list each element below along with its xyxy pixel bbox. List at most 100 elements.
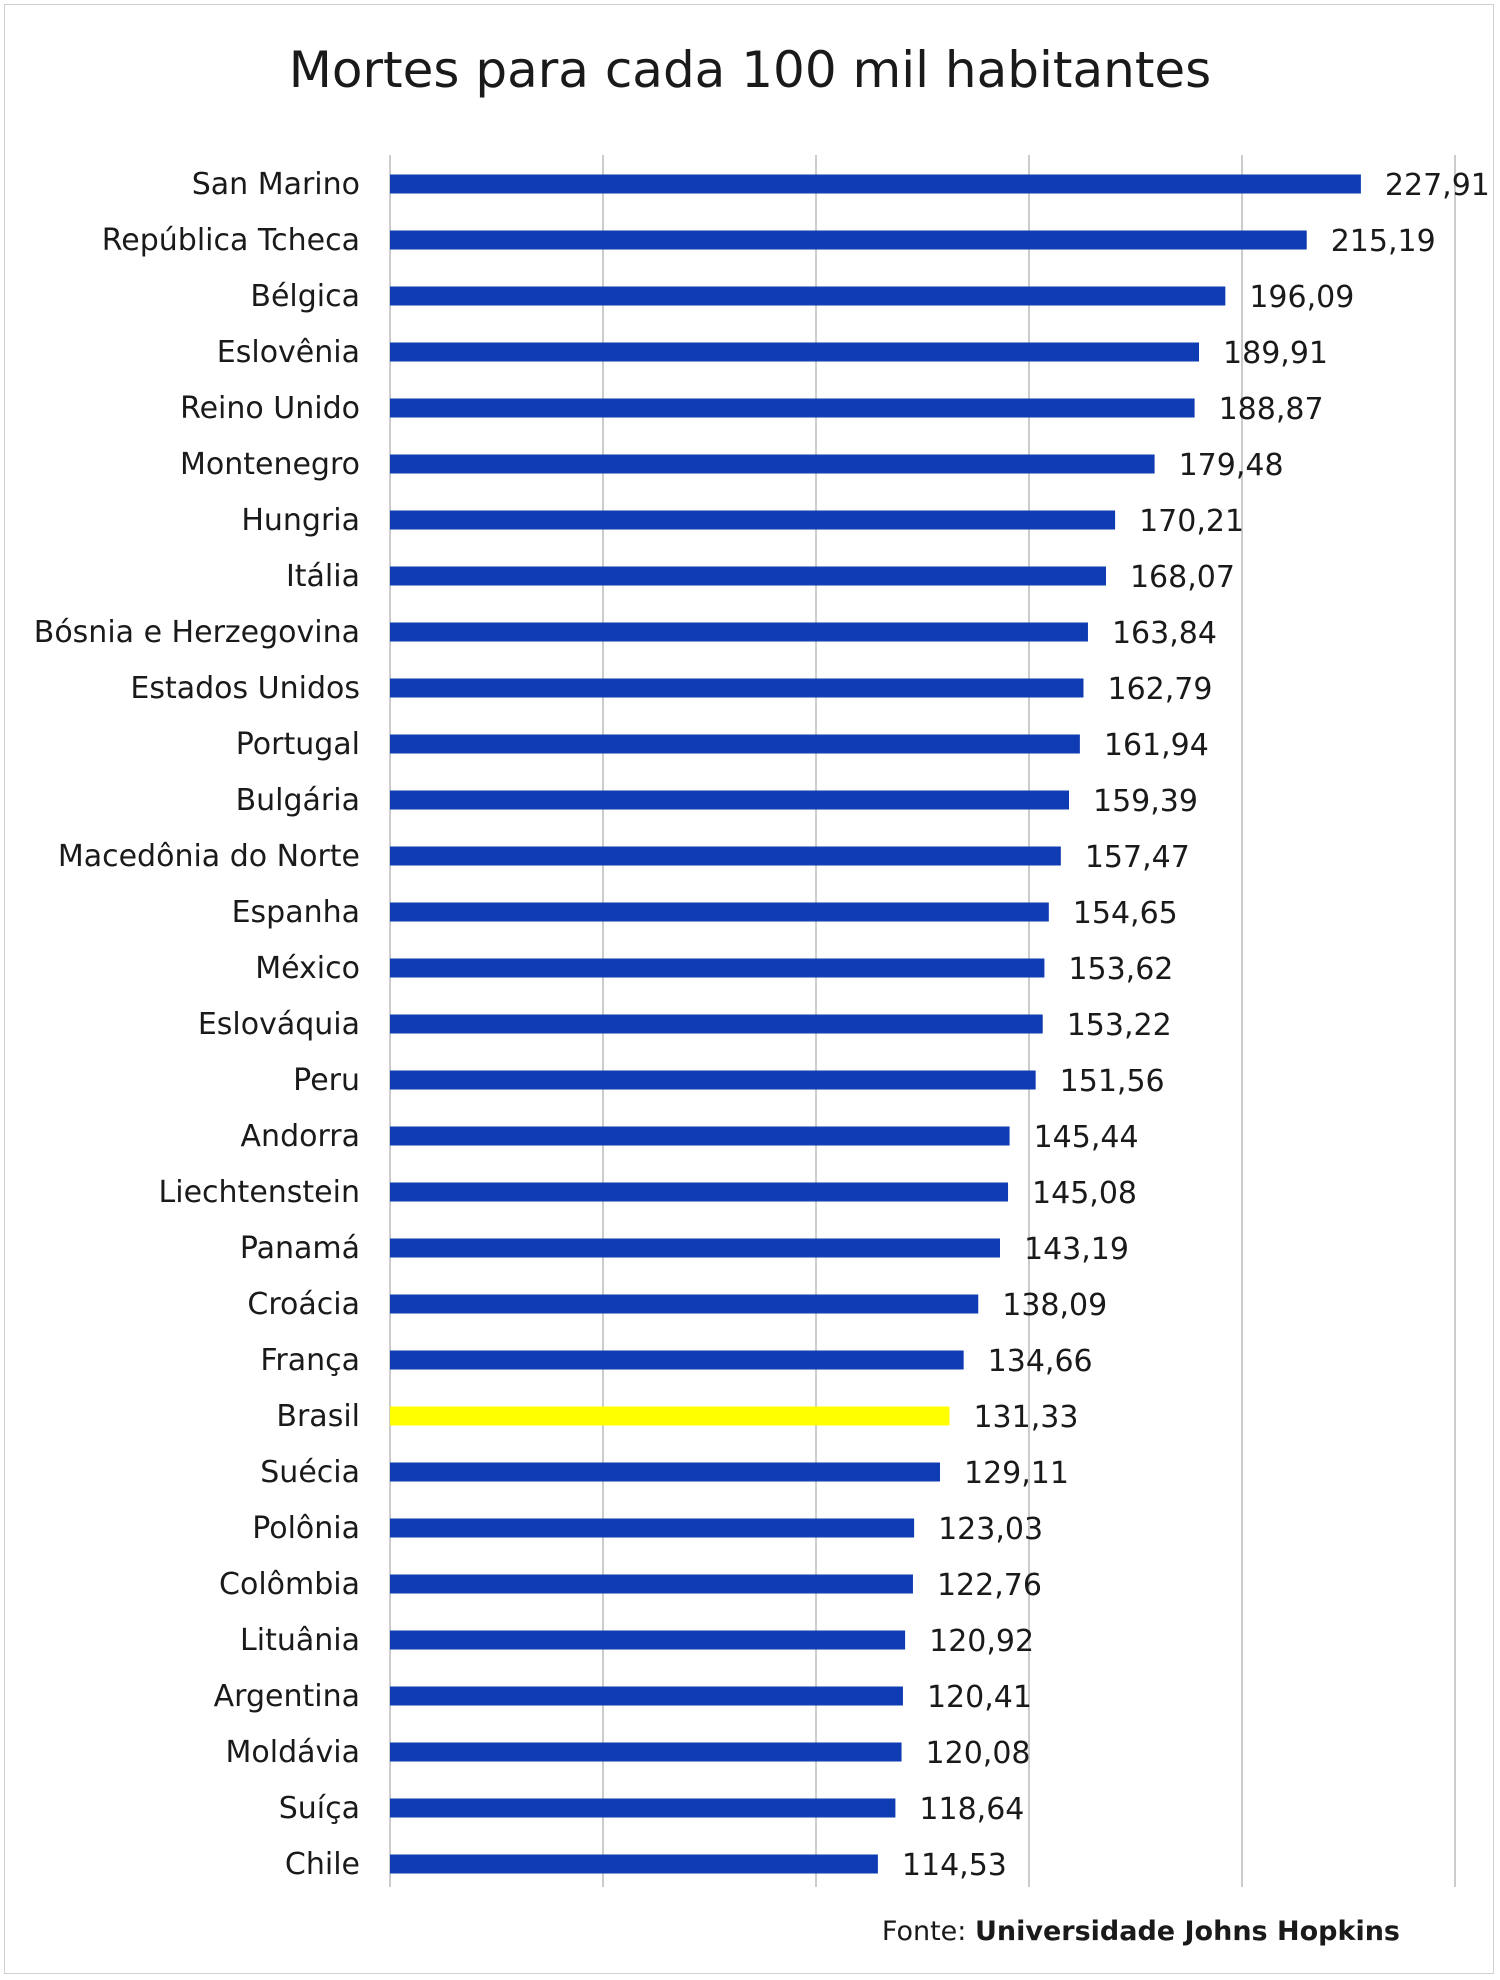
bar-0 [390,174,1361,194]
value-label-27: 120,41 [927,1680,1032,1715]
category-label-11: Bulgária [236,783,360,818]
bar-16 [390,1070,1036,1090]
category-label-7: Itália [286,559,360,594]
bar-26 [390,1630,906,1650]
value-label-14: 153,62 [1068,952,1173,987]
bar-14 [390,958,1045,978]
bar-1 [390,230,1307,250]
category-label-15: Eslováquia [198,1007,360,1042]
value-label-3: 189,91 [1223,336,1328,371]
bar-13 [390,902,1049,922]
value-label-18: 145,08 [1032,1176,1137,1211]
category-label-3: Eslovênia [217,335,360,370]
bar-24 [390,1518,915,1538]
bar-7 [390,566,1106,586]
category-label-28: Moldávia [226,1735,360,1770]
bar-18 [390,1182,1009,1202]
category-label-0: San Marino [192,167,360,202]
category-label-26: Lituânia [240,1623,360,1658]
source-note: Fonte: Universidade Johns Hopkins [882,1916,1400,1947]
value-label-10: 161,94 [1104,728,1209,763]
bar-25 [390,1574,913,1594]
value-label-7: 168,07 [1130,560,1235,595]
category-label-27: Argentina [214,1679,360,1714]
bar-8 [390,622,1088,642]
value-labels: 227,91 215,19 196,09 189,91 188,87 179,48 170,… [902,168,1490,1883]
category-label-9: Estados Unidos [130,671,360,706]
category-label-30: Chile [285,1847,360,1882]
bar-28 [390,1742,902,1762]
value-label-9: 162,79 [1107,672,1212,707]
category-label-6: Hungria [241,503,360,538]
value-label-28: 120,08 [926,1736,1031,1771]
category-label-13: Espanha [232,895,360,930]
value-label-1: 215,19 [1331,224,1436,259]
category-label-18: Liechtenstein [159,1175,360,1210]
category-label-22: Brasil [276,1399,360,1434]
bar-30 [390,1854,878,1874]
bar-5 [390,454,1155,474]
category-label-29: Suíça [279,1791,360,1826]
value-label-25: 122,76 [937,1568,1042,1603]
value-label-26: 120,92 [929,1624,1034,1659]
value-label-29: 118,64 [919,1792,1024,1827]
category-label-4: Reino Unido [180,391,360,426]
value-label-16: 151,56 [1060,1064,1165,1099]
bars [390,174,1361,1874]
value-label-20: 138,09 [1002,1288,1107,1323]
bar-27 [390,1686,903,1706]
bar-22 [390,1406,950,1426]
value-label-4: 188,87 [1219,392,1324,427]
bar-15 [390,1014,1043,1034]
value-label-21: 134,66 [988,1344,1093,1379]
bar-19 [390,1238,1000,1258]
value-label-12: 157,47 [1085,840,1190,875]
value-label-8: 163,84 [1112,616,1217,651]
bar-11 [390,790,1070,810]
category-label-16: Peru [293,1063,360,1098]
bar-17 [390,1126,1010,1146]
bar-2 [390,286,1226,306]
value-label-6: 170,21 [1139,504,1244,539]
bar-21 [390,1350,964,1370]
bar-chart: Mortes para cada 100 mil habitantes San … [34,41,1490,1947]
category-label-25: Colômbia [219,1567,360,1602]
value-label-30: 114,53 [902,1848,1007,1883]
category-label-21: França [260,1343,360,1378]
value-label-11: 159,39 [1093,784,1198,819]
source-name: Universidade Johns Hopkins [975,1916,1400,1947]
value-label-23: 129,11 [964,1456,1069,1491]
bar-10 [390,734,1080,754]
category-label-8: Bósnia e Herzegovina [34,615,360,650]
category-label-24: Polônia [252,1511,360,1546]
bar-9 [390,678,1084,698]
value-label-22: 131,33 [973,1400,1078,1435]
value-label-15: 153,22 [1067,1008,1172,1043]
category-label-23: Suécia [260,1455,360,1490]
bar-29 [390,1798,896,1818]
value-label-13: 154,65 [1073,896,1178,931]
category-label-17: Andorra [241,1119,360,1154]
bar-3 [390,342,1200,362]
category-label-14: México [255,951,360,986]
category-label-12: Macedônia do Norte [58,839,360,874]
value-label-0: 227,91 [1385,168,1490,203]
chart-title: Mortes para cada 100 mil habitantes [289,41,1212,99]
bar-12 [390,846,1061,866]
chart-frame: Mortes para cada 100 mil habitantes San … [4,4,1494,1974]
value-label-2: 196,09 [1249,280,1354,315]
category-label-19: Panamá [240,1231,360,1266]
category-label-20: Croácia [247,1287,360,1322]
category-label-1: República Tcheca [102,223,360,258]
category-labels: San Marino República Tcheca Bélgica Eslovên… [34,167,360,1882]
bar-20 [390,1294,979,1314]
source-prefix: Fonte: [882,1916,975,1947]
category-label-2: Bélgica [250,279,360,314]
category-label-10: Portugal [236,727,360,762]
bar-4 [390,398,1195,418]
category-label-5: Montenegro [180,447,360,482]
value-label-17: 145,44 [1034,1120,1139,1155]
value-label-24: 123,03 [938,1512,1043,1547]
value-label-5: 179,48 [1179,448,1284,483]
bar-6 [390,510,1116,530]
